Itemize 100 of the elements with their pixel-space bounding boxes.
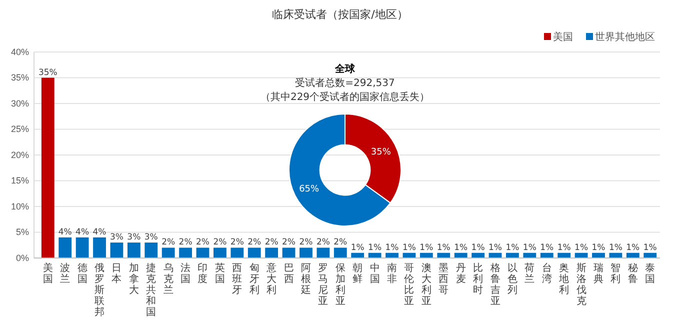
data-label: 2% [230, 238, 244, 248]
legend-label: 世界其他地区 [595, 31, 655, 43]
data-label: 65% [299, 184, 320, 194]
bar [282, 248, 296, 258]
x-tick-label: 捷克共和国 [146, 262, 156, 318]
data-label: 1% [643, 242, 657, 253]
y-tick-label: 15% [10, 176, 29, 186]
bar [196, 248, 210, 258]
data-label: 1% [522, 242, 536, 253]
data-label: 1% [557, 242, 571, 253]
x-tick-label: 泰国 [645, 263, 656, 285]
data-label: 3% [127, 232, 141, 243]
data-label: 1% [420, 242, 434, 253]
y-tick-label: 20% [10, 150, 29, 160]
x-tick-label: 秘鲁 [628, 263, 638, 285]
x-tick-label: 美国 [42, 262, 53, 285]
y-tick-label: 30% [10, 98, 29, 108]
x-tick-label: 朝鲜 [352, 262, 363, 285]
x-tick-label: 英国 [214, 262, 225, 285]
x-tick-label: 比利时 [473, 262, 484, 296]
x-tick-label: 罗马尼亚 [318, 263, 328, 307]
bar [41, 78, 54, 258]
bar [334, 248, 347, 258]
data-label: 1% [385, 242, 399, 253]
data-label: 2% [264, 238, 278, 248]
x-tick-label: 匈牙利 [249, 262, 260, 296]
data-label: 1% [574, 242, 588, 253]
x-tick-label: 保加利亚 [335, 263, 346, 307]
data-label: 1% [592, 242, 606, 253]
data-label: 2% [316, 238, 330, 248]
x-tick-label: 以色列 [507, 262, 518, 296]
annotation: （其中229个受试者的国家信息丢失） [260, 91, 430, 103]
chart-title: 临床受试者（按国家/地区） [272, 8, 408, 21]
x-tick-label: 德国 [77, 263, 88, 285]
x-tick-label: 台湾 [542, 262, 552, 285]
x-tick-label: 斯洛伐克 [576, 262, 586, 307]
data-label: 1% [506, 242, 520, 253]
data-label: 35% [38, 68, 58, 78]
y-tick-label: 35% [10, 72, 29, 83]
data-label: 1% [540, 242, 554, 253]
data-label: 2% [299, 238, 313, 248]
x-tick-label: 日本 [112, 263, 122, 285]
bar [110, 242, 124, 258]
x-tick-label: 中国 [370, 262, 380, 285]
data-label: 1% [471, 242, 485, 253]
x-tick-label: 丹麦 [456, 263, 466, 285]
x-tick-label: 澳大利亚 [421, 262, 432, 307]
x-tick-label: 墨西哥 [438, 263, 449, 296]
data-label: 2% [178, 238, 192, 248]
data-label: 2% [162, 238, 176, 248]
data-label: 2% [213, 238, 227, 248]
x-tick-label: 阿根廷 [300, 263, 311, 296]
data-label: 1% [454, 242, 468, 253]
data-label: 2% [334, 238, 348, 248]
x-tick-label: 法国 [180, 262, 191, 285]
data-label: 1% [436, 242, 450, 253]
data-label: 1% [626, 242, 640, 253]
data-label: 1% [402, 242, 416, 253]
x-tick-label: 印度 [198, 262, 208, 285]
data-label: 2% [282, 238, 296, 248]
x-tick-label: 巴西 [284, 263, 294, 285]
x-tick-label: 哥伦比亚 [404, 263, 414, 307]
bar [265, 248, 278, 258]
data-label: 35% [370, 148, 392, 158]
x-tick-label: 格鲁吉亚 [489, 262, 500, 307]
data-label: 1% [368, 242, 382, 253]
data-label: 3% [110, 232, 124, 243]
y-tick-label: 0% [16, 252, 29, 263]
x-tick-label: 智利 [610, 262, 621, 285]
bar [300, 248, 312, 258]
data-label: 4% [92, 227, 106, 238]
y-tick-label: 40% [10, 46, 29, 57]
data-label: 4% [58, 227, 72, 238]
y-tick-label: 5% [16, 227, 29, 238]
bar [93, 237, 106, 258]
bar [58, 237, 72, 258]
bar [179, 248, 192, 258]
chart-title: 全球 [334, 63, 356, 75]
legend-label: 美国 [553, 31, 573, 43]
bar [162, 248, 175, 258]
x-tick-label: 乌克兰 [163, 262, 174, 296]
data-label: 1% [488, 242, 502, 253]
bar [230, 248, 244, 258]
data-label: 3% [144, 232, 158, 243]
x-tick-label: 意大利 [266, 262, 277, 296]
x-tick-label: 俄罗斯联邦 [94, 262, 105, 318]
x-tick-label: 西班牙 [232, 263, 242, 296]
bar [127, 242, 140, 258]
data-label: 1% [608, 242, 622, 253]
x-tick-label: 奥地利 [558, 262, 570, 296]
bar [214, 248, 226, 258]
y-tick-label: 25% [10, 124, 29, 134]
x-tick-label: 加拿大 [128, 262, 139, 296]
x-tick-label: 瑞典 [593, 262, 604, 285]
data-label: 2% [248, 238, 262, 248]
bar [248, 248, 261, 258]
bar [144, 242, 158, 258]
data-label: 2% [196, 238, 210, 248]
annotation: 受试者总数=292,537 [295, 77, 395, 89]
x-tick-label: 荷兰 [524, 262, 535, 285]
